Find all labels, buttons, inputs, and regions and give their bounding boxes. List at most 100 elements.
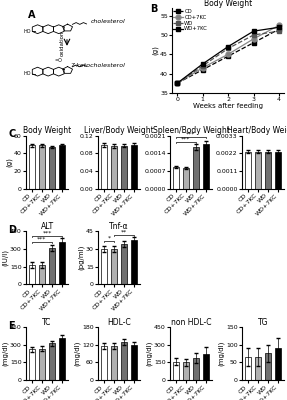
Title: Liver/Body Weight: Liver/Body Weight bbox=[84, 126, 154, 136]
Y-axis label: (mg/dl): (mg/dl) bbox=[218, 341, 225, 366]
Text: cholesterol: cholesterol bbox=[91, 19, 126, 24]
Title: Spleen/Body Weight: Spleen/Body Weight bbox=[152, 126, 229, 136]
Bar bbox=[183, 168, 189, 188]
CD bbox=[252, 40, 255, 45]
CD+7KC bbox=[277, 23, 281, 28]
Bar bbox=[101, 249, 107, 284]
WD+7KC bbox=[175, 81, 179, 86]
CD bbox=[226, 54, 230, 59]
Bar bbox=[101, 145, 107, 188]
Text: oxidation: oxidation bbox=[60, 30, 65, 56]
Legend: CD, CD+7KC, WD, WD+7KC: CD, CD+7KC, WD, WD+7KC bbox=[173, 9, 208, 32]
Bar bbox=[111, 146, 117, 188]
Bar bbox=[173, 167, 179, 188]
Text: E: E bbox=[8, 321, 15, 331]
Title: TC: TC bbox=[42, 318, 52, 327]
Title: ALT: ALT bbox=[40, 222, 54, 231]
WD+7KC bbox=[252, 29, 255, 34]
Bar bbox=[255, 357, 261, 380]
CD+7KC bbox=[175, 81, 179, 86]
Text: =O: =O bbox=[55, 58, 63, 63]
Title: TG: TG bbox=[258, 318, 268, 327]
WD+7KC bbox=[201, 62, 204, 66]
Bar bbox=[275, 348, 281, 380]
Bar bbox=[39, 266, 45, 284]
Bar bbox=[29, 145, 35, 188]
Bar bbox=[193, 358, 199, 380]
CD+7KC bbox=[252, 36, 255, 41]
Text: ***: *** bbox=[37, 236, 47, 241]
Text: *: * bbox=[107, 235, 110, 240]
Title: Body Weight: Body Weight bbox=[204, 0, 252, 8]
Text: B: B bbox=[150, 4, 157, 14]
Title: Heart/Body Weight: Heart/Body Weight bbox=[227, 126, 287, 136]
Bar bbox=[101, 346, 107, 380]
Y-axis label: (IU/l): (IU/l) bbox=[2, 249, 9, 266]
Y-axis label: (mg/dl): (mg/dl) bbox=[74, 341, 81, 366]
Bar bbox=[59, 242, 65, 284]
Bar bbox=[121, 146, 127, 188]
Bar bbox=[245, 357, 251, 380]
Bar bbox=[39, 145, 45, 188]
CD+7KC bbox=[226, 52, 230, 57]
WD bbox=[175, 81, 179, 86]
Bar bbox=[131, 345, 137, 380]
Text: A: A bbox=[28, 10, 36, 20]
Bar bbox=[49, 147, 55, 188]
Text: **: ** bbox=[121, 230, 127, 234]
WD bbox=[201, 64, 204, 68]
Bar bbox=[255, 152, 261, 188]
Text: HO: HO bbox=[24, 71, 32, 76]
Bar bbox=[183, 362, 189, 380]
Text: 7-ketocholesterol: 7-ketocholesterol bbox=[71, 63, 126, 68]
WD bbox=[277, 29, 281, 34]
X-axis label: Weeks after feeding: Weeks after feeding bbox=[193, 104, 263, 110]
Title: non HDL-C: non HDL-C bbox=[171, 318, 211, 327]
Text: ***: *** bbox=[42, 230, 52, 236]
Line: CD+7KC: CD+7KC bbox=[175, 23, 282, 86]
Bar bbox=[111, 249, 117, 284]
Y-axis label: (pg/ml): (pg/ml) bbox=[78, 245, 84, 270]
Text: HO: HO bbox=[24, 29, 32, 34]
Bar bbox=[245, 152, 251, 188]
WD+7KC bbox=[226, 44, 230, 49]
Bar bbox=[203, 144, 209, 188]
Bar bbox=[29, 266, 35, 284]
Bar bbox=[265, 354, 271, 380]
Bar bbox=[203, 354, 209, 380]
Bar bbox=[121, 342, 127, 380]
Bar bbox=[275, 152, 281, 188]
Bar bbox=[49, 248, 55, 284]
Bar bbox=[121, 244, 127, 284]
Y-axis label: (mg/dl): (mg/dl) bbox=[2, 341, 9, 366]
Bar bbox=[131, 145, 137, 188]
Line: WD: WD bbox=[175, 29, 282, 86]
Bar bbox=[173, 362, 179, 380]
Title: Body Weight: Body Weight bbox=[23, 126, 71, 136]
CD bbox=[277, 27, 281, 32]
Bar bbox=[39, 349, 45, 380]
Bar bbox=[265, 152, 271, 188]
CD+7KC bbox=[201, 65, 204, 70]
Bar bbox=[59, 338, 65, 380]
Title: Tnf-α: Tnf-α bbox=[109, 222, 129, 231]
Text: ***: *** bbox=[186, 132, 196, 136]
WD+7KC bbox=[277, 25, 281, 30]
Bar bbox=[49, 344, 55, 380]
Y-axis label: (mg/dl): (mg/dl) bbox=[146, 341, 152, 366]
Bar bbox=[193, 147, 199, 188]
Bar bbox=[59, 145, 65, 188]
Bar bbox=[131, 240, 137, 284]
Text: C: C bbox=[8, 129, 15, 139]
Line: CD: CD bbox=[175, 27, 282, 86]
CD bbox=[175, 81, 179, 86]
Y-axis label: (g): (g) bbox=[152, 46, 159, 55]
Title: HDL-C: HDL-C bbox=[107, 318, 131, 327]
WD bbox=[252, 32, 255, 37]
Bar bbox=[111, 346, 117, 380]
Line: WD+7KC: WD+7KC bbox=[175, 25, 282, 86]
WD bbox=[226, 46, 230, 51]
Text: D: D bbox=[8, 225, 16, 235]
CD bbox=[201, 67, 204, 72]
Bar bbox=[29, 349, 35, 380]
